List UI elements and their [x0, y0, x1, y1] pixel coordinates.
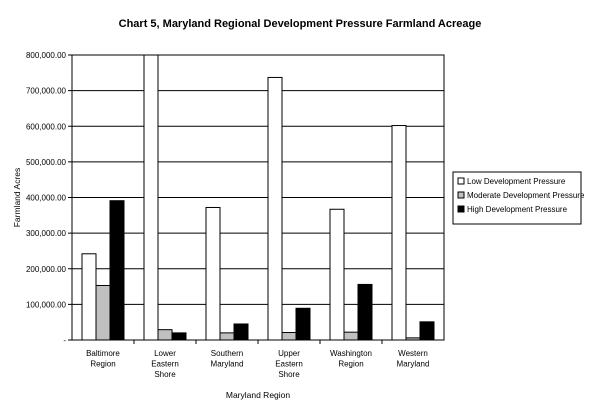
- bar: [329, 208, 345, 341]
- bar: [219, 332, 235, 341]
- x-category-label: Washington Region: [330, 349, 372, 369]
- legend-swatch: [457, 205, 465, 213]
- bars: [81, 54, 435, 344]
- bar: [343, 331, 359, 341]
- y-tick-label: 100,000.00: [26, 300, 67, 309]
- x-axis-categories: Baltimore Region Lower Eastern Shore Southern…: [86, 349, 429, 379]
- y-tick-label: 300,000.00: [26, 229, 67, 238]
- legend-swatch: [457, 177, 465, 185]
- y-tick-label: 200,000.00: [26, 265, 67, 274]
- bar: [295, 307, 311, 341]
- bar: [109, 200, 125, 341]
- y-tick-label: 800,000.00: [26, 51, 67, 60]
- x-category-label: Lower Eastern Shore: [151, 349, 179, 379]
- bar: [157, 329, 173, 341]
- legend-box: [452, 171, 582, 225]
- y-tick-label: 700,000.00: [26, 87, 67, 96]
- y-tick-label: -: [63, 336, 66, 345]
- bar: [267, 76, 283, 341]
- bar: [171, 332, 187, 341]
- x-axis-title: Maryland Region: [226, 390, 291, 400]
- bar: [143, 54, 159, 341]
- x-category-label: Upper Eastern Shore: [275, 349, 303, 379]
- bar: [233, 323, 249, 341]
- x-category-label: Southern Maryland: [211, 349, 244, 369]
- bar: [405, 337, 421, 341]
- legend-label: Moderate Development Pressure: [467, 191, 585, 200]
- bar: [95, 284, 111, 341]
- y-tick-label: 500,000.00: [26, 158, 67, 167]
- bar: [391, 125, 407, 341]
- legend-swatch: [457, 191, 465, 199]
- x-category-label: Baltimore Region: [86, 349, 120, 369]
- legend: Low Development Pressure Moderate Develop…: [452, 171, 585, 225]
- bar: [81, 253, 97, 341]
- y-tick-label: 600,000.00: [26, 122, 67, 131]
- y-axis-title: Farmland Acres: [12, 168, 22, 228]
- legend-label: High Development Pressure: [467, 205, 568, 214]
- gridlines: [72, 90, 444, 305]
- chart-title: Chart 5, Maryland Regional Development P…: [119, 18, 482, 30]
- bar: [205, 206, 221, 341]
- bar: [419, 321, 435, 341]
- x-category-label: Western Maryland: [397, 349, 430, 369]
- bar: [357, 283, 373, 341]
- y-tick-label: 400,000.00: [26, 194, 67, 203]
- y-axis-ticks: - 100,000.00 200,000.00 300,000.00 400,000.0…: [26, 51, 72, 345]
- bar: [281, 332, 297, 341]
- legend-label: Low Development Pressure: [467, 177, 566, 186]
